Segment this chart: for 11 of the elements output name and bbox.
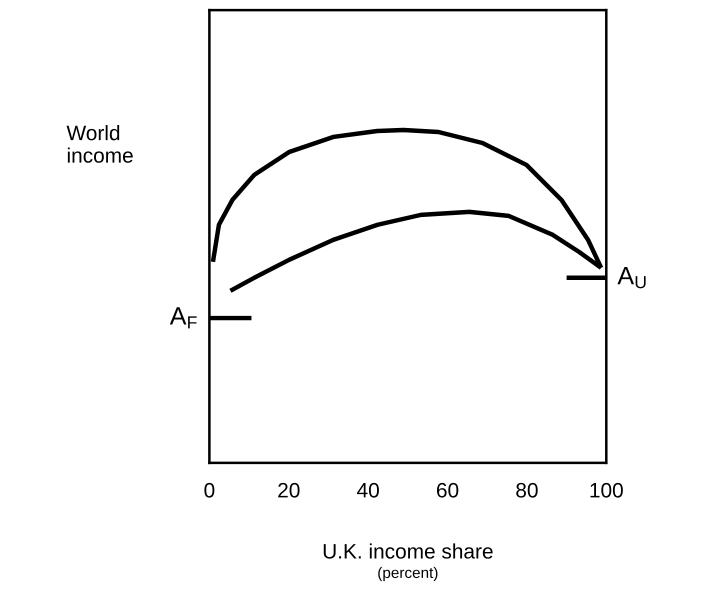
- annotation: A$_{U}$: [617, 267, 646, 288]
- y-axis-title: World income: [66, 125, 133, 163]
- text: (percent): [378, 566, 438, 582]
- x-axis-title: U.K. income share: [324, 543, 493, 559]
- annotation: A$_{F}$: [170, 307, 197, 328]
- x-tick-label: 80: [516, 482, 538, 498]
- x-tick-label: 20: [278, 482, 300, 498]
- x-tick-label: 60: [437, 482, 458, 498]
- x-tick-label: 0: [204, 482, 214, 498]
- x-tick-label: 40: [357, 482, 379, 498]
- x-tick-label: 100: [590, 482, 623, 498]
